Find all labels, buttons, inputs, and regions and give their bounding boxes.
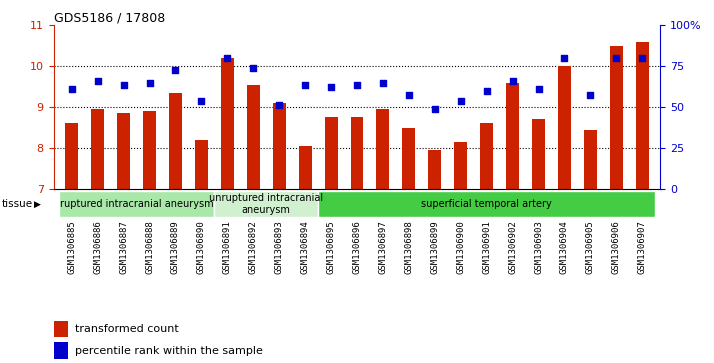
Point bbox=[559, 55, 570, 61]
Bar bbox=[169, 93, 182, 189]
Bar bbox=[428, 150, 441, 189]
Text: GSM1306891: GSM1306891 bbox=[223, 221, 232, 274]
Point bbox=[610, 55, 622, 61]
Point bbox=[533, 86, 544, 91]
Text: GSM1306887: GSM1306887 bbox=[119, 221, 128, 274]
Bar bbox=[635, 42, 649, 189]
Text: ▶: ▶ bbox=[34, 200, 41, 209]
Point bbox=[585, 92, 596, 98]
Point bbox=[144, 80, 155, 86]
Point bbox=[455, 98, 466, 104]
Point bbox=[118, 82, 129, 87]
Text: GSM1306890: GSM1306890 bbox=[197, 221, 206, 274]
Text: GSM1306888: GSM1306888 bbox=[145, 221, 154, 274]
Bar bbox=[214, 191, 318, 217]
Text: unruptured intracranial
aneurysm: unruptured intracranial aneurysm bbox=[209, 193, 323, 215]
Bar bbox=[195, 140, 208, 189]
Text: GSM1306894: GSM1306894 bbox=[301, 221, 310, 274]
Bar bbox=[273, 103, 286, 189]
Bar bbox=[65, 123, 79, 189]
Text: GSM1306900: GSM1306900 bbox=[456, 221, 466, 274]
Bar bbox=[54, 321, 68, 337]
Text: GSM1306902: GSM1306902 bbox=[508, 221, 517, 274]
Bar bbox=[454, 142, 467, 189]
Point bbox=[196, 98, 207, 104]
Point bbox=[481, 88, 493, 94]
Bar bbox=[584, 130, 597, 189]
Text: GSM1306904: GSM1306904 bbox=[560, 221, 569, 274]
Text: GSM1306889: GSM1306889 bbox=[171, 221, 180, 274]
Bar bbox=[481, 123, 493, 189]
Point bbox=[326, 84, 337, 90]
Point bbox=[429, 106, 441, 112]
Bar bbox=[351, 117, 363, 189]
Bar bbox=[403, 127, 416, 189]
Bar bbox=[318, 191, 655, 217]
Point bbox=[66, 86, 77, 91]
Bar bbox=[221, 58, 233, 189]
Point bbox=[248, 65, 259, 71]
Text: GSM1306895: GSM1306895 bbox=[326, 221, 336, 274]
Point bbox=[273, 102, 285, 108]
Point bbox=[637, 55, 648, 61]
Point bbox=[351, 82, 363, 87]
Text: GSM1306907: GSM1306907 bbox=[638, 221, 647, 274]
Bar bbox=[558, 66, 571, 189]
Text: ruptured intracranial aneurysm: ruptured intracranial aneurysm bbox=[60, 199, 213, 209]
Text: superficial temporal artery: superficial temporal artery bbox=[421, 199, 552, 209]
Bar bbox=[54, 342, 68, 359]
Text: GSM1306905: GSM1306905 bbox=[586, 221, 595, 274]
Bar bbox=[610, 46, 623, 189]
Text: GSM1306901: GSM1306901 bbox=[482, 221, 491, 274]
Text: GSM1306899: GSM1306899 bbox=[431, 221, 439, 274]
Bar bbox=[376, 109, 389, 189]
Text: GSM1306886: GSM1306886 bbox=[93, 221, 102, 274]
Text: tissue: tissue bbox=[2, 199, 34, 209]
Point bbox=[507, 78, 518, 83]
Bar bbox=[506, 82, 519, 189]
Point bbox=[170, 68, 181, 73]
Bar bbox=[325, 117, 338, 189]
Point bbox=[92, 78, 104, 83]
Text: GSM1306898: GSM1306898 bbox=[404, 221, 413, 274]
Bar bbox=[532, 119, 545, 189]
Text: GSM1306892: GSM1306892 bbox=[248, 221, 258, 274]
Text: transformed count: transformed count bbox=[75, 324, 178, 334]
Bar bbox=[91, 109, 104, 189]
Point bbox=[377, 80, 388, 86]
Bar bbox=[59, 191, 214, 217]
Text: percentile rank within the sample: percentile rank within the sample bbox=[75, 346, 263, 356]
Bar bbox=[298, 146, 311, 189]
Bar bbox=[117, 113, 130, 189]
Point bbox=[403, 92, 415, 98]
Point bbox=[299, 82, 311, 87]
Text: GSM1306893: GSM1306893 bbox=[275, 221, 283, 274]
Text: GSM1306896: GSM1306896 bbox=[353, 221, 361, 274]
Text: GSM1306906: GSM1306906 bbox=[612, 221, 621, 274]
Text: GSM1306885: GSM1306885 bbox=[67, 221, 76, 274]
Bar bbox=[247, 85, 260, 189]
Text: GSM1306897: GSM1306897 bbox=[378, 221, 388, 274]
Bar bbox=[143, 111, 156, 189]
Text: GSM1306903: GSM1306903 bbox=[534, 221, 543, 274]
Point bbox=[221, 55, 233, 61]
Text: GDS5186 / 17808: GDS5186 / 17808 bbox=[54, 11, 165, 24]
